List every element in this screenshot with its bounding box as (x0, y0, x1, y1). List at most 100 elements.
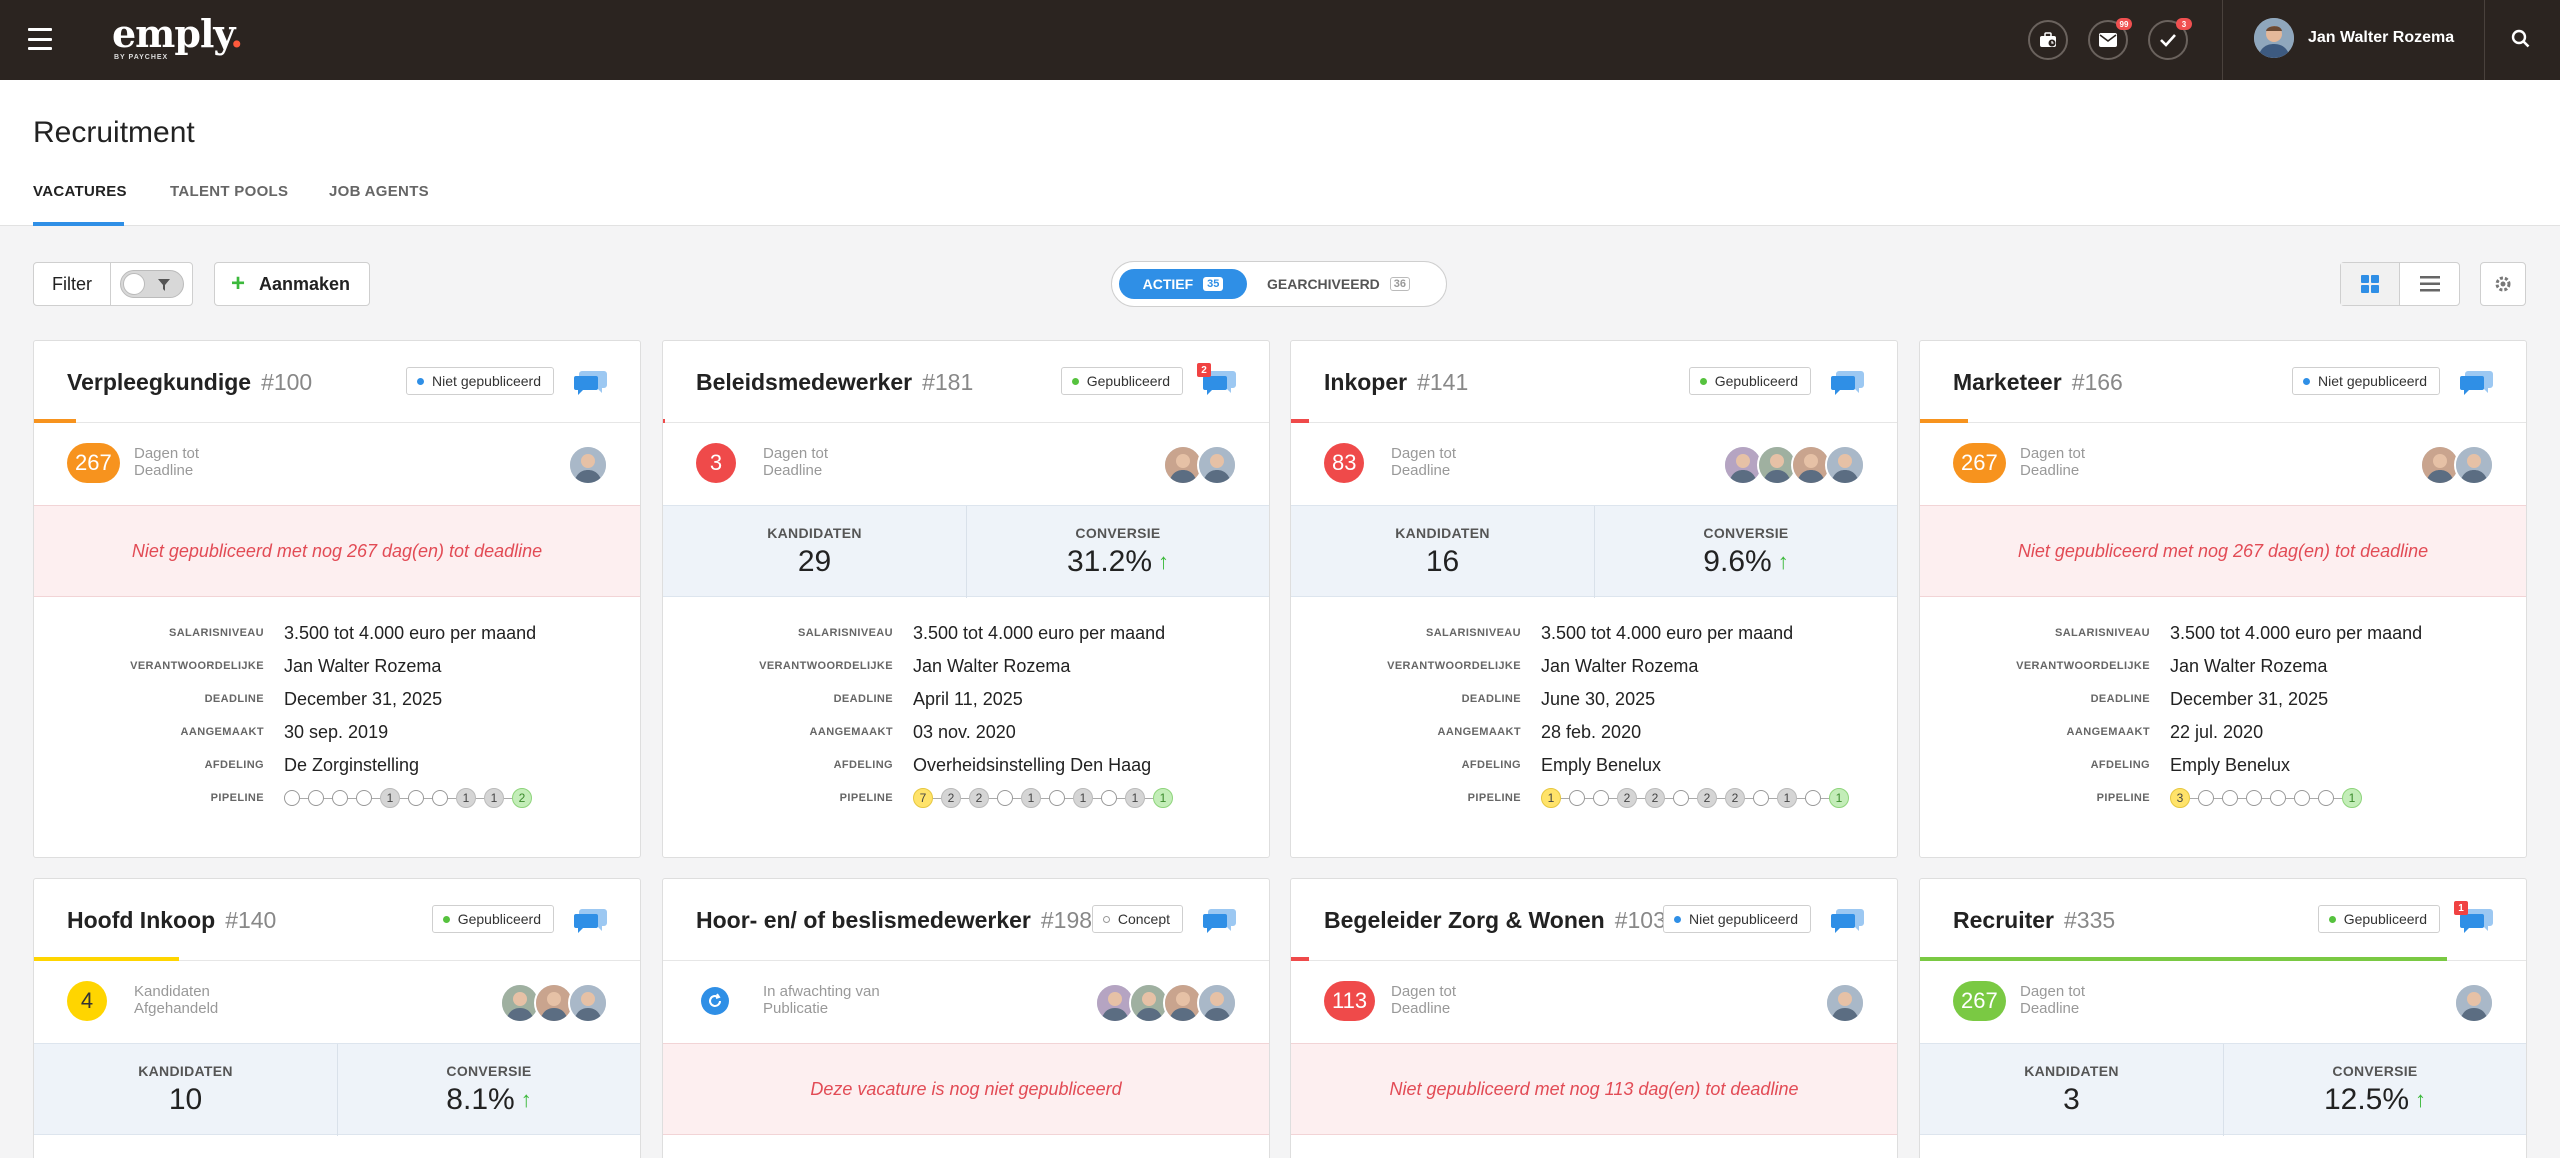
chat-icon[interactable]: 1 (2454, 901, 2494, 935)
pipeline-step[interactable]: 2 (512, 788, 532, 808)
chat-icon[interactable] (1831, 907, 1865, 935)
pipeline-step[interactable] (1569, 790, 1585, 806)
publish-status-badge[interactable]: Gepubliceerd (1060, 367, 1183, 395)
vacancy-card[interactable]: Hoofd Inkoop #140 Gepubliceerd 4 Kandidaten A… (33, 878, 641, 1158)
pipeline-step[interactable] (1101, 790, 1117, 806)
pipeline-step[interactable]: 1 (380, 788, 400, 808)
chat-icon[interactable]: 2 (1197, 363, 1237, 397)
pipeline-step[interactable] (1593, 790, 1609, 806)
list-view-icon[interactable] (2400, 263, 2459, 305)
avatar[interactable] (568, 445, 608, 485)
user-menu[interactable]: Jan Walter Rozema (2254, 18, 2454, 58)
tab-gearchiveerd[interactable]: GEARCHIVEERD 36 (1267, 269, 1411, 299)
avatar[interactable] (1825, 983, 1865, 1023)
candidates-stat[interactable]: KANDIDATEN 10 (138, 1063, 233, 1116)
avatar[interactable] (2420, 445, 2460, 485)
publish-status-badge[interactable]: Gepubliceerd (431, 905, 554, 933)
conversion-stat[interactable]: CONVERSIE 31.2% ↑ (966, 506, 1269, 598)
avatar[interactable] (1095, 983, 1135, 1023)
vacancy-card[interactable]: Hoor- en/ of beslismedewerker #198 Concept… (662, 878, 1270, 1158)
vacancy-card[interactable]: Beleidsmedewerker #181 Gepubliceerd 2 3 Dagen… (662, 340, 1270, 858)
avatar[interactable] (1723, 445, 1763, 485)
conversion-stat[interactable]: CONVERSIE 9.6% ↑ (1594, 506, 1897, 598)
pipeline-step[interactable]: 1 (1021, 788, 1041, 808)
avatar[interactable] (1825, 445, 1865, 485)
pipeline-step[interactable] (332, 790, 348, 806)
vacancy-card[interactable]: Marketeer #166 Niet gepubliceerd 267 Dagen t… (1919, 340, 2527, 858)
pipeline-step[interactable]: 1 (484, 788, 504, 808)
publish-status-badge[interactable]: Niet gepubliceerd (1663, 905, 1811, 933)
avatar[interactable] (1129, 983, 1169, 1023)
pipeline-step[interactable]: 1 (1777, 788, 1797, 808)
vacancy-card[interactable]: Recruiter #335 Gepubliceerd 1 267 Dagen tot De… (1919, 878, 2527, 1158)
publish-status-badge[interactable]: Concept (1091, 905, 1183, 933)
pipeline-step[interactable] (1805, 790, 1821, 806)
avatar[interactable] (1197, 983, 1237, 1023)
pipeline-step[interactable] (2294, 790, 2310, 806)
avatar[interactable] (1163, 983, 1203, 1023)
gear-icon[interactable] (2480, 262, 2526, 306)
pipeline-step[interactable] (284, 790, 300, 806)
pipeline-step[interactable]: 2 (1645, 788, 1665, 808)
avatar-group[interactable] (500, 983, 608, 1023)
publish-status-badge[interactable]: Gepubliceerd (2317, 905, 2440, 933)
tab-vacatures[interactable]: VACATURES (33, 183, 127, 200)
candidates-stat[interactable]: KANDIDATEN 16 (1395, 525, 1490, 578)
pipeline-step[interactable]: 1 (1829, 788, 1849, 808)
avatar[interactable] (1163, 445, 1203, 485)
avatar[interactable] (1791, 445, 1831, 485)
avatar[interactable] (1757, 445, 1797, 485)
filter-button[interactable]: Filter (33, 262, 193, 306)
pipeline-step[interactable] (2246, 790, 2262, 806)
vacancy-card[interactable]: Verpleegkundige #100 Niet gepubliceerd 267 D… (33, 340, 641, 858)
pipeline-step[interactable]: 2 (969, 788, 989, 808)
pipeline-step[interactable]: 7 (913, 788, 933, 808)
publish-status-badge[interactable]: Niet gepubliceerd (406, 367, 554, 395)
pipeline-step[interactable]: 2 (1617, 788, 1637, 808)
avatar[interactable] (2454, 983, 2494, 1023)
pipeline-step[interactable]: 1 (2342, 788, 2362, 808)
card-title[interactable]: Verpleegkundige #100 (67, 369, 313, 395)
card-title[interactable]: Inkoper #141 (1324, 369, 1469, 395)
chat-icon[interactable] (1831, 369, 1865, 397)
avatar-group[interactable] (2454, 983, 2494, 1023)
mail-icon[interactable]: 99 (2088, 18, 2132, 60)
tab-actief[interactable]: ACTIEF 35 (1119, 269, 1247, 299)
chat-icon[interactable] (1203, 907, 1237, 935)
chat-icon[interactable] (574, 907, 608, 935)
pipeline-step[interactable] (2198, 790, 2214, 806)
pipeline-step[interactable]: 1 (1073, 788, 1093, 808)
publish-status-badge[interactable]: Niet gepubliceerd (2292, 367, 2440, 395)
logo[interactable]: emply. BY PAYCHEX (112, 11, 243, 62)
tab-job-agents[interactable]: JOB AGENTS (329, 183, 429, 200)
avatar-group[interactable] (1723, 445, 1865, 485)
checkmark-icon[interactable]: 3 (2148, 18, 2192, 60)
card-title[interactable]: Begeleider Zorg & Wonen #103 (1324, 907, 1666, 933)
avatar[interactable] (2454, 445, 2494, 485)
chat-icon[interactable] (574, 369, 608, 397)
card-title[interactable]: Marketeer #166 (1953, 369, 2123, 395)
avatar-group[interactable] (1825, 983, 1865, 1023)
pipeline-step[interactable] (432, 790, 448, 806)
pipeline-step[interactable] (2222, 790, 2238, 806)
pipeline-step[interactable] (356, 790, 372, 806)
conversion-stat[interactable]: CONVERSIE 12.5% ↑ (2223, 1044, 2526, 1136)
pipeline-step[interactable]: 1 (456, 788, 476, 808)
grid-view-icon[interactable] (2341, 263, 2401, 305)
avatar-group[interactable] (1163, 445, 1237, 485)
pipeline-step[interactable] (1673, 790, 1689, 806)
candidates-stat[interactable]: KANDIDATEN 29 (767, 525, 862, 578)
pipeline-step[interactable]: 2 (941, 788, 961, 808)
avatar[interactable] (568, 983, 608, 1023)
pipeline-step[interactable] (2318, 790, 2334, 806)
card-title[interactable]: Beleidsmedewerker #181 (696, 369, 974, 395)
candidates-stat[interactable]: KANDIDATEN 3 (2024, 1063, 2119, 1116)
create-button[interactable]: + Aanmaken (214, 262, 370, 306)
publish-status-badge[interactable]: Gepubliceerd (1688, 367, 1811, 395)
briefcase-icon[interactable] (2028, 20, 2068, 60)
pipeline-step[interactable]: 1 (1541, 788, 1561, 808)
pipeline-step[interactable] (1753, 790, 1769, 806)
search-icon[interactable] (2510, 28, 2532, 50)
pipeline-step[interactable] (408, 790, 424, 806)
